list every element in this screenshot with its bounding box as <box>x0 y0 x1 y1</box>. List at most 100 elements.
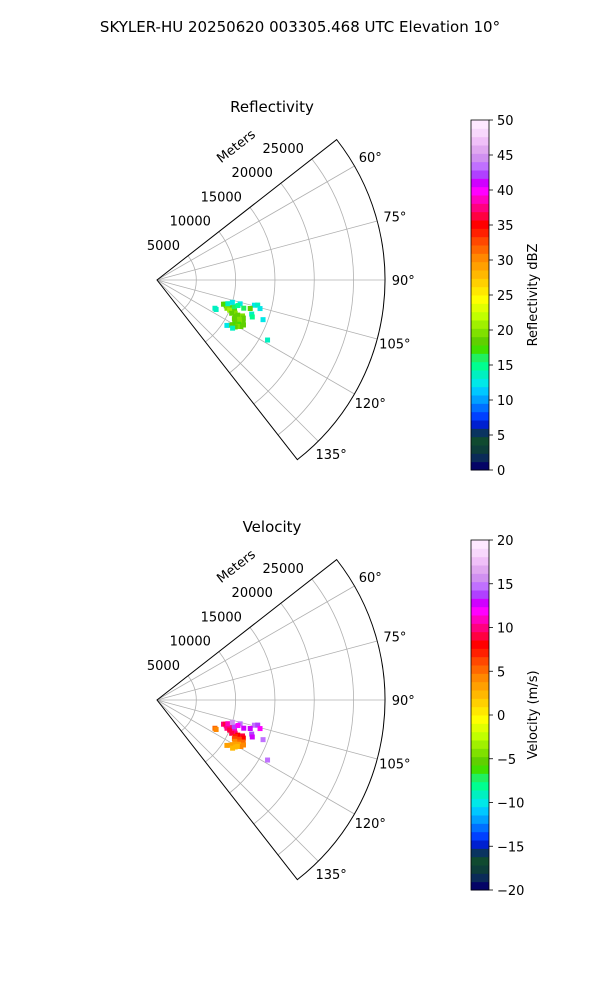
range-ring <box>180 675 197 732</box>
azimuth-gridline <box>156 699 319 862</box>
echo-gate <box>257 306 263 312</box>
colorbar-swatch <box>471 436 489 446</box>
range-axis-label: Meters <box>214 127 258 166</box>
range-tick-label: 25000 <box>263 562 304 577</box>
colorbar-swatch <box>471 815 489 824</box>
colorbar-swatch <box>471 690 489 699</box>
echo-gate <box>232 324 238 330</box>
echo-gate <box>235 303 241 309</box>
colorbar-tick-label: 25 <box>497 289 514 304</box>
colorbar-tick-label: 10 <box>497 622 514 637</box>
colorbar-swatch <box>471 665 489 674</box>
range-tick-label: 20000 <box>232 166 273 181</box>
colorbar-swatch <box>471 420 489 429</box>
echo-gate <box>232 318 238 324</box>
polar-grid <box>156 578 385 862</box>
echo-gate <box>257 726 263 732</box>
echo-gate <box>222 301 228 307</box>
colorbar-swatch <box>471 615 489 624</box>
echo-gate <box>238 324 244 330</box>
colorbar-swatch <box>471 590 489 599</box>
echo-gate <box>236 736 242 742</box>
azimuth-tick-label: 75° <box>383 630 406 645</box>
echo-gate <box>227 727 233 733</box>
echo-gate <box>249 734 255 740</box>
colorbar-swatch <box>471 715 489 724</box>
sector-outline <box>156 558 386 881</box>
echo-gate <box>213 306 219 312</box>
echo-gate <box>231 724 237 730</box>
colorbar-swatch <box>471 873 489 883</box>
colorbar-swatch <box>471 623 489 633</box>
colorbar-swatch <box>471 445 489 454</box>
echo-gate <box>249 311 255 317</box>
panel-title: Reflectivity <box>230 98 314 116</box>
echo-gate <box>265 757 271 763</box>
panel-title: Velocity <box>243 518 302 536</box>
colorbar-swatch <box>471 865 489 874</box>
colorbar-swatch <box>471 548 489 558</box>
colorbar-tick-label: 0 <box>497 464 505 479</box>
colorbar-swatch <box>471 556 489 566</box>
echo-gate <box>213 726 219 732</box>
echo-gate <box>224 305 230 311</box>
colorbar-tick-label: −20 <box>497 884 524 899</box>
colorbar-swatch <box>471 798 489 808</box>
range-axis-label: Meters <box>214 547 258 586</box>
echo-gate <box>240 315 246 321</box>
azimuth-tick-label: 135° <box>315 868 346 883</box>
colorbar-tick-label: 45 <box>497 149 514 164</box>
colorbar-swatch <box>471 195 489 204</box>
azimuth-tick-label: 120° <box>355 397 386 412</box>
colorbar-swatch <box>471 328 489 338</box>
colorbar-swatch <box>471 295 489 304</box>
colorbar-swatch <box>471 270 489 279</box>
colorbar-tick-label: 15 <box>497 578 514 593</box>
colorbar-swatch <box>471 881 489 891</box>
colorbar-swatch <box>471 170 489 179</box>
colorbar-swatch <box>471 145 489 154</box>
echo-gate <box>230 325 236 331</box>
azimuth-tick-label: 90° <box>392 694 415 709</box>
colorbar-tick-label: 0 <box>497 709 505 724</box>
range-ring <box>277 158 354 436</box>
colorbar-swatch <box>471 681 489 691</box>
range-ring <box>229 207 276 374</box>
colorbar-swatch <box>471 723 489 733</box>
colorbar-swatch <box>471 740 489 749</box>
echo-gate <box>230 745 236 751</box>
azimuth-tick-label: 60° <box>359 151 382 166</box>
azimuth-tick-label: 120° <box>355 817 386 832</box>
colorbar-swatch <box>471 756 489 766</box>
azimuth-gridline <box>156 699 355 815</box>
colorbar-tick-label: −10 <box>497 797 524 812</box>
echo-gate <box>222 721 228 727</box>
echo-gate <box>224 742 230 748</box>
velocity-panel: Velocity 60° 75° 90° 105° 120° 135° 5000 10000 15… <box>147 518 541 899</box>
colorbar-swatch <box>471 731 489 741</box>
colorbar-swatch <box>471 386 489 396</box>
colorbar-swatch <box>471 286 489 296</box>
colorbar-swatch <box>471 178 489 188</box>
colorbar: 0 5 10 15 20 25 30 35 40 45 50 Reflectivity dBZ <box>470 114 541 479</box>
colorbar-swatch <box>471 765 489 774</box>
range-tick-label: 5000 <box>147 659 180 674</box>
colorbar-swatch <box>471 806 489 816</box>
colorbar-swatch <box>471 378 489 388</box>
echo-gate <box>247 726 253 732</box>
azimuth-tick-label: 60° <box>359 571 382 586</box>
colorbar-swatch <box>471 706 489 716</box>
azimuth-tick-label: 75° <box>383 210 406 225</box>
echo-gate <box>225 721 231 727</box>
echo-gate <box>251 722 257 728</box>
azimuth-gridline <box>156 640 378 701</box>
azimuth-tick-label: 135° <box>315 448 346 463</box>
colorbar-swatch <box>471 848 489 858</box>
echo-gate <box>232 738 238 744</box>
echo-gate <box>229 299 235 305</box>
colorbar-swatch <box>471 161 489 171</box>
colorbar-swatch <box>471 320 489 329</box>
range-tick-label: 15000 <box>201 610 242 625</box>
colorbar-swatch <box>471 461 489 471</box>
colorbar-swatch <box>471 598 489 608</box>
